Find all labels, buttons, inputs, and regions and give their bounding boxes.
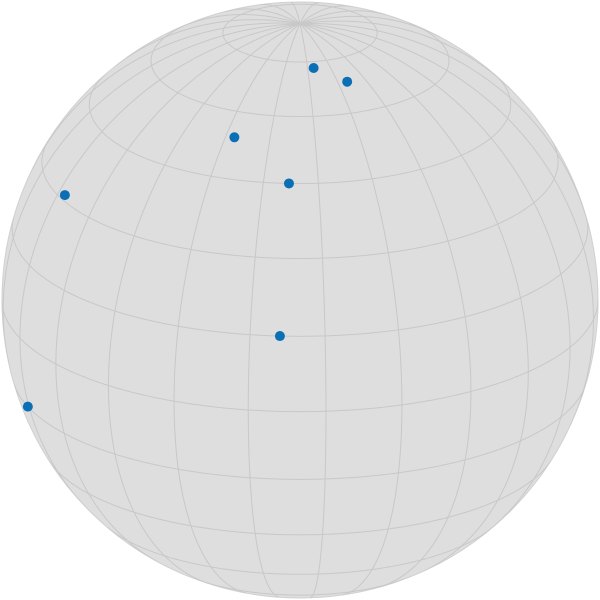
data-point bbox=[229, 132, 240, 143]
longitude-line bbox=[107, 23, 301, 585]
longitude-line bbox=[247, 23, 301, 598]
data-point bbox=[59, 190, 70, 201]
latitude-line bbox=[2, 299, 598, 413]
longitude-line bbox=[299, 23, 403, 596]
longitude-line bbox=[299, 5, 352, 25]
longitude-line bbox=[299, 23, 590, 229]
data-point bbox=[274, 331, 285, 342]
longitude-line bbox=[299, 23, 327, 598]
longitude-line bbox=[299, 20, 512, 91]
longitude-line bbox=[290, 2, 301, 24]
latitude-line bbox=[13, 384, 587, 480]
longitude-line bbox=[19, 23, 301, 508]
data-point bbox=[308, 63, 319, 74]
latitude-line bbox=[194, 578, 406, 596]
latitude-line bbox=[107, 527, 493, 575]
longitude-line bbox=[299, 23, 529, 572]
longitude-line bbox=[299, 15, 441, 38]
longitude-line bbox=[224, 8, 301, 25]
longitude-line bbox=[2, 23, 301, 368]
longitude-line bbox=[299, 23, 594, 427]
longitude-line bbox=[115, 19, 301, 67]
data-point bbox=[283, 178, 294, 189]
data-point bbox=[22, 401, 33, 412]
longitude-line bbox=[299, 2, 320, 24]
longitude-line bbox=[299, 23, 571, 532]
latitude-line bbox=[41, 139, 559, 260]
longitude-line bbox=[31, 22, 301, 171]
data-points bbox=[22, 63, 353, 412]
longitude-line bbox=[299, 10, 388, 25]
latitude-line bbox=[49, 461, 551, 536]
data-point bbox=[342, 76, 353, 87]
longitude-line bbox=[173, 23, 301, 594]
longitude-line bbox=[178, 14, 301, 29]
latitude-line bbox=[11, 217, 589, 337]
latitude-line bbox=[88, 73, 512, 185]
longitude-line bbox=[55, 23, 301, 562]
latitude-line bbox=[150, 21, 450, 118]
longitude-line bbox=[299, 23, 472, 589]
longitude-line bbox=[260, 3, 301, 25]
